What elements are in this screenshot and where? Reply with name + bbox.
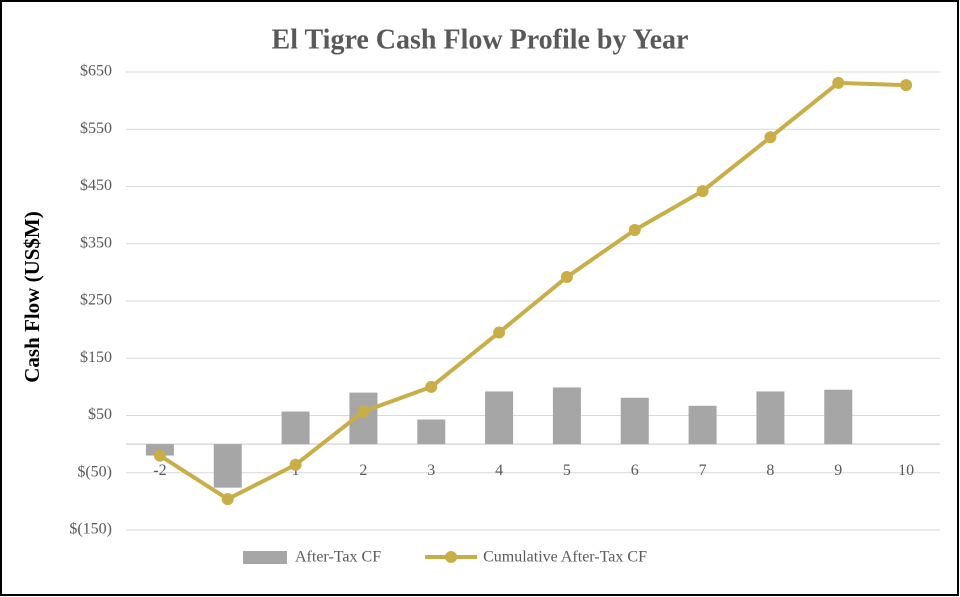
marker <box>628 224 641 237</box>
bar <box>756 391 785 445</box>
y-tick-label: $250 <box>80 292 112 309</box>
x-tick-label: 2 <box>359 462 367 479</box>
x-tick-label: 9 <box>834 462 842 479</box>
bar <box>417 419 446 445</box>
marker <box>493 326 506 339</box>
x-tick-label: 5 <box>563 462 571 479</box>
marker <box>289 458 302 471</box>
bar <box>552 387 581 445</box>
marker <box>221 493 234 506</box>
x-tick-label: 10 <box>898 462 914 479</box>
legend-swatch <box>243 551 287 564</box>
y-axis-title: Cash Flow (US$M) <box>20 211 44 383</box>
bar <box>620 397 649 445</box>
y-tick-label: $650 <box>80 63 112 80</box>
marker <box>764 131 777 144</box>
x-tick-label: 4 <box>495 462 503 479</box>
y-tick-label: $(150) <box>69 521 112 538</box>
y-tick-label: $350 <box>80 234 112 251</box>
marker <box>696 185 709 198</box>
bar <box>213 444 242 488</box>
x-tick-label: 6 <box>631 462 639 479</box>
marker <box>560 270 573 283</box>
x-tick-label: 8 <box>766 462 774 479</box>
legend-label: After-Tax CF <box>295 549 381 566</box>
y-tick-label: $(50) <box>77 463 112 480</box>
bar <box>824 389 853 445</box>
marker <box>832 76 845 89</box>
x-tick-label: -2 <box>153 462 166 479</box>
legend-swatch <box>445 551 458 563</box>
bar <box>485 391 514 445</box>
bar <box>281 411 310 445</box>
marker <box>425 380 438 393</box>
legend-label: Cumulative After-Tax CF <box>483 549 647 566</box>
x-tick-label: 3 <box>427 462 435 479</box>
chart-title: El Tigre Cash Flow Profile by Year <box>272 24 689 55</box>
y-tick-label: $150 <box>80 349 112 366</box>
line <box>158 80 907 502</box>
y-tick-label: $550 <box>80 120 112 137</box>
y-tick-label: $450 <box>80 177 112 194</box>
x-tick-label: 7 <box>699 462 707 479</box>
bar <box>688 405 717 445</box>
marker <box>153 449 166 462</box>
marker <box>357 405 370 418</box>
y-tick-label: $50 <box>88 406 112 423</box>
marker <box>900 79 913 92</box>
